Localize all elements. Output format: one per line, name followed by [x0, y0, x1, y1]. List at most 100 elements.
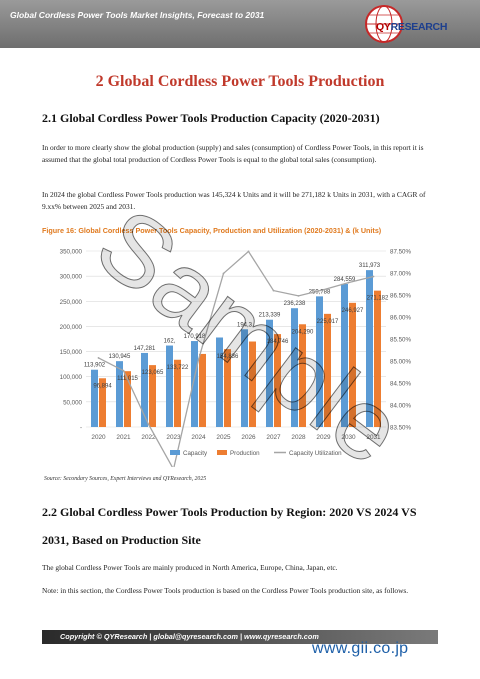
capacity-production-chart: - 50,000 100,000 150,000 200,000 250,000 300,0… [42, 241, 438, 472]
production-bar [99, 378, 106, 427]
y-left-tick-label: 100,000 [60, 374, 83, 381]
utilization-point [347, 281, 350, 284]
logo-text: QYRESEARCH [376, 21, 448, 33]
y-left-tick-label: 250,000 [60, 299, 83, 306]
figure-caption: Figure 16: Global Cordless Power Tools C… [42, 226, 382, 235]
y-left-tick-label: 150,000 [60, 349, 83, 356]
legend-capacity-label: Capacity [183, 450, 208, 457]
x-tick-label: 2025 [216, 434, 231, 441]
y-right-tick-label: 87.00% [390, 271, 411, 278]
capacity-data-label: 284,559 [334, 277, 356, 283]
y-left-tick-label: - [80, 425, 82, 432]
x-tick-label: 2031 [366, 434, 381, 441]
capacity-bar [141, 352, 148, 427]
production-bar [374, 290, 381, 427]
globe-icon [365, 5, 403, 43]
chart-svg: - 50,000 100,000 150,000 200,000 250,000 300,0… [60, 249, 411, 472]
capacity-data-label: 147,281 [134, 346, 156, 352]
capacity-data-label: 259,788 [309, 289, 331, 295]
production-bar [299, 324, 306, 427]
x-tick-label: 2030 [341, 434, 356, 441]
capacity-bar [191, 341, 198, 427]
utilization-point [247, 250, 250, 253]
capacity-data-label: 213,339 [259, 313, 281, 319]
legend-utilization-label: Capacity Utilization [289, 450, 342, 457]
figure-source: Source: Secondary Sources, Expert Interv… [44, 476, 207, 482]
report-title: Global Cordless Power Tools Market Insig… [10, 10, 265, 20]
legend-capacity-swatch [170, 450, 180, 455]
section-2-1-title: 2.1 Global Cordless Power Tools Producti… [42, 111, 380, 125]
legend-production-swatch [217, 450, 227, 455]
utilization-point [147, 423, 150, 426]
production-data-label: 96,894 [93, 383, 112, 389]
gii-site-url[interactable]: www.gii.co.jp [312, 640, 409, 657]
legend-production-label: Production [230, 450, 260, 457]
chapter-title: 2 Global Cordless Power Tools Production [95, 73, 385, 90]
capacity-bar [316, 296, 323, 427]
capacity-utilization-line [98, 250, 374, 472]
y-left-tick-label: 200,000 [60, 324, 83, 331]
y-right-tick-label: 84.00% [390, 403, 411, 410]
x-tick-label: 2022 [141, 434, 156, 441]
x-tick-label: 2026 [241, 434, 256, 441]
footer-copyright: Copyright © QYResearch | global@qyresear… [60, 632, 319, 641]
qyresearch-logo: QYRESEARCH [364, 4, 447, 44]
capacity-data-label: 162, [164, 339, 176, 345]
production-data-label: 123,065 [142, 370, 164, 376]
production-bar [199, 353, 206, 427]
regions-paragraph: The global Cordless Power Tools are main… [42, 563, 338, 572]
x-tick-label: 2024 [191, 434, 206, 441]
note-paragraph: Note: in this section, the Cordless Powe… [42, 586, 409, 595]
capacity-data-label: 130,945 [109, 354, 131, 360]
production-bar [349, 302, 356, 427]
x-tick-label: 2028 [291, 434, 306, 441]
capacity-bar [166, 345, 173, 427]
capacity-bar [366, 270, 373, 427]
y-right-tick-label: 87.50% [390, 249, 411, 256]
y-left-tick-label: 50,000 [63, 399, 82, 406]
section-2-2-title-cont: 2031, Based on Production Site [42, 533, 201, 547]
x-tick-label: 2023 [166, 434, 181, 441]
production-data-label: 271,182 [367, 296, 389, 302]
production-data-label: 204,290 [292, 329, 314, 335]
capacity-bar [91, 369, 98, 427]
production-bar [324, 313, 331, 427]
production-data-label: 225,017 [317, 319, 339, 325]
x-tick-label: 2021 [116, 434, 131, 441]
production-bar [174, 359, 181, 427]
utilization-point [122, 369, 125, 372]
utilization-point [322, 288, 325, 291]
capacity-bar [291, 308, 298, 427]
utilization-point [372, 275, 375, 278]
capacity-bar [266, 319, 273, 427]
capacity-data-label: 194,3 [237, 322, 253, 328]
production-data-label: 184,746 [267, 339, 289, 345]
y-right-tick-label: 86.50% [390, 293, 411, 300]
y-right-tick-label: 85.00% [390, 359, 411, 366]
x-tick-label: 2020 [91, 434, 106, 441]
capacity-bar [216, 337, 223, 427]
capacity-data-label: 311,973 [359, 263, 381, 269]
utilization-point [297, 294, 300, 297]
intro-paragraph: In order to more clearly show the global… [42, 143, 424, 164]
utilization-point [222, 272, 225, 275]
production-data-label: 154,836 [217, 354, 239, 360]
y-right-tick-label: 86.00% [390, 315, 411, 322]
production-data-label: 133,722 [167, 365, 189, 371]
production-bar [124, 371, 131, 427]
capacity-bar [241, 329, 248, 427]
capacity-data-label: 236,238 [284, 301, 306, 307]
production-bar [224, 349, 231, 427]
capacity-data-label: 170,918 [184, 334, 206, 340]
y-right-tick-label: 84.50% [390, 381, 411, 388]
footer-bar: Copyright © QYResearch | global@qyresear… [42, 630, 438, 644]
production-summary-paragraph: In 2024 the global Cordless Power Tools … [42, 190, 426, 211]
capacity-bar [341, 283, 348, 427]
header-bar: Global Cordless Power Tools Market Insig… [0, 0, 480, 48]
y-left-tick-label: 300,000 [60, 274, 83, 281]
capacity-bar [116, 361, 123, 427]
utilization-point [97, 357, 100, 359]
y-right-tick-label: 85.50% [390, 337, 411, 344]
section-2-2-title: 2.2 Global Cordless Power Tools Producti… [42, 505, 417, 519]
production-data-label: 246,927 [342, 308, 364, 314]
